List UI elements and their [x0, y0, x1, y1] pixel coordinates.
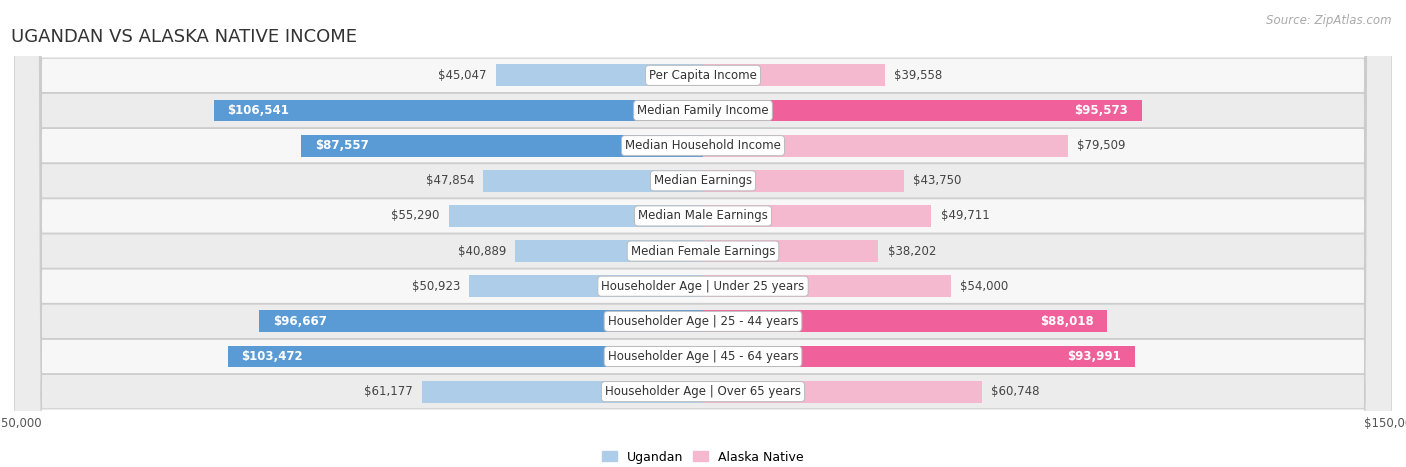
Legend: Ugandan, Alaska Native: Ugandan, Alaska Native [598, 446, 808, 467]
FancyBboxPatch shape [14, 0, 1392, 467]
Text: $45,047: $45,047 [439, 69, 486, 82]
Bar [449, 205, 703, 227]
FancyBboxPatch shape [14, 0, 1392, 467]
Bar [703, 381, 981, 403]
FancyBboxPatch shape [14, 0, 1392, 467]
Text: $43,750: $43,750 [912, 174, 962, 187]
Text: UGANDAN VS ALASKA NATIVE INCOME: UGANDAN VS ALASKA NATIVE INCOME [11, 28, 357, 46]
Text: $79,509: $79,509 [1077, 139, 1126, 152]
Text: $38,202: $38,202 [887, 245, 936, 258]
Text: $50,923: $50,923 [412, 280, 460, 293]
Bar [703, 346, 1135, 368]
FancyBboxPatch shape [14, 0, 1392, 467]
Text: $40,889: $40,889 [457, 245, 506, 258]
Text: $54,000: $54,000 [960, 280, 1008, 293]
Text: $55,290: $55,290 [391, 209, 440, 222]
FancyBboxPatch shape [14, 0, 1392, 467]
Text: $39,558: $39,558 [894, 69, 942, 82]
Text: $93,991: $93,991 [1067, 350, 1121, 363]
Bar [470, 276, 703, 297]
Bar [301, 135, 703, 156]
FancyBboxPatch shape [14, 0, 1392, 467]
Bar [703, 170, 904, 191]
Text: $61,177: $61,177 [364, 385, 413, 398]
Bar [228, 346, 703, 368]
FancyBboxPatch shape [14, 0, 1392, 467]
Text: Median Family Income: Median Family Income [637, 104, 769, 117]
Text: Householder Age | 45 - 64 years: Householder Age | 45 - 64 years [607, 350, 799, 363]
Bar [703, 99, 1142, 121]
Bar [496, 64, 703, 86]
Bar [703, 135, 1069, 156]
Text: $87,557: $87,557 [315, 139, 368, 152]
Text: Householder Age | 25 - 44 years: Householder Age | 25 - 44 years [607, 315, 799, 328]
Text: Median Female Earnings: Median Female Earnings [631, 245, 775, 258]
Text: Median Male Earnings: Median Male Earnings [638, 209, 768, 222]
Text: Householder Age | Under 25 years: Householder Age | Under 25 years [602, 280, 804, 293]
Bar [484, 170, 703, 191]
Bar [422, 381, 703, 403]
Text: $49,711: $49,711 [941, 209, 990, 222]
Bar [515, 240, 703, 262]
Bar [259, 311, 703, 332]
Text: Median Earnings: Median Earnings [654, 174, 752, 187]
Text: $47,854: $47,854 [426, 174, 474, 187]
Bar [703, 205, 931, 227]
Text: $88,018: $88,018 [1039, 315, 1094, 328]
Text: $60,748: $60,748 [991, 385, 1039, 398]
Text: Householder Age | Over 65 years: Householder Age | Over 65 years [605, 385, 801, 398]
Text: Source: ZipAtlas.com: Source: ZipAtlas.com [1267, 14, 1392, 27]
FancyBboxPatch shape [14, 0, 1392, 467]
Bar [703, 311, 1108, 332]
Bar [703, 276, 950, 297]
FancyBboxPatch shape [14, 0, 1392, 467]
Text: Per Capita Income: Per Capita Income [650, 69, 756, 82]
Bar [703, 64, 884, 86]
Text: Median Household Income: Median Household Income [626, 139, 780, 152]
Bar [214, 99, 703, 121]
Text: $106,541: $106,541 [228, 104, 290, 117]
Bar [703, 240, 879, 262]
Text: $96,667: $96,667 [273, 315, 326, 328]
Text: $103,472: $103,472 [242, 350, 304, 363]
Text: $95,573: $95,573 [1074, 104, 1128, 117]
FancyBboxPatch shape [14, 0, 1392, 467]
